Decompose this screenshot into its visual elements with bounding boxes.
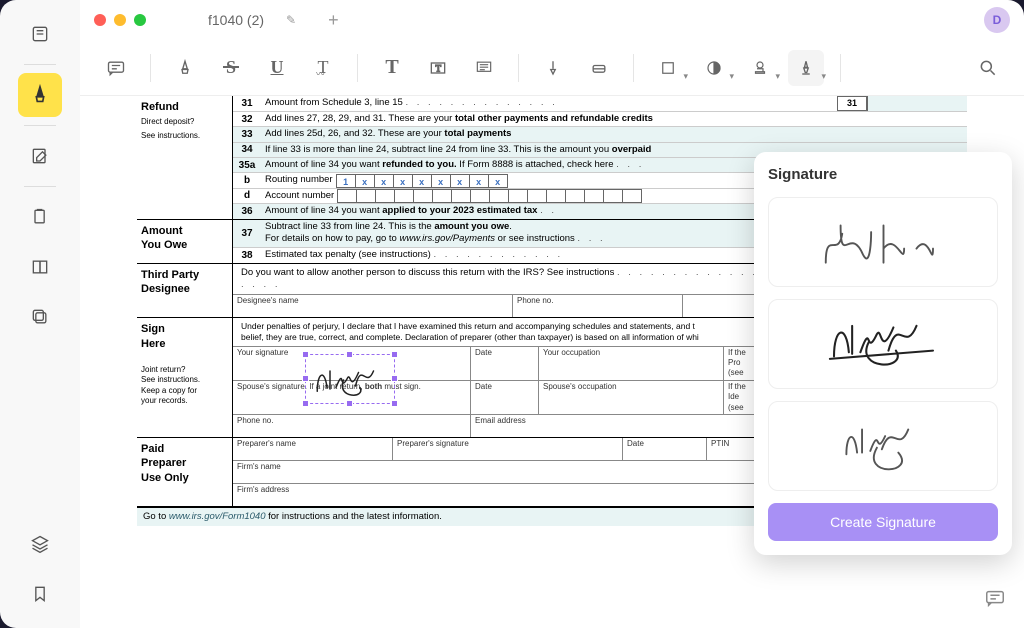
- shape-icon[interactable]: [650, 50, 686, 86]
- rename-tab-icon[interactable]: ✎: [286, 13, 296, 27]
- routing-number: 1xxxxxxxx: [337, 174, 508, 188]
- comment-icon[interactable]: [98, 50, 134, 86]
- create-signature-button[interactable]: Create Signature: [768, 503, 998, 541]
- opacity-icon[interactable]: [696, 50, 732, 86]
- strikethrough-icon[interactable]: S: [213, 50, 249, 86]
- eraser-icon[interactable]: [581, 50, 617, 86]
- signature-icon[interactable]: [788, 50, 824, 86]
- stack-tool[interactable]: [18, 295, 62, 339]
- highlighter-tool[interactable]: [18, 73, 62, 117]
- textbox-icon[interactable]: T: [420, 50, 456, 86]
- titlebar: f1040 (2) ✎ + D: [80, 0, 1024, 40]
- squiggly-icon[interactable]: T〰: [305, 50, 341, 86]
- underline-icon[interactable]: U: [259, 50, 295, 86]
- clipboard-tool[interactable]: [18, 195, 62, 239]
- placed-signature[interactable]: [305, 354, 395, 404]
- add-tab-button[interactable]: +: [318, 10, 349, 31]
- highlight-icon[interactable]: [167, 50, 203, 86]
- signature-option-3[interactable]: [768, 401, 998, 491]
- maximize-window[interactable]: [134, 14, 146, 26]
- text-icon[interactable]: T: [374, 50, 410, 86]
- comments-toggle-icon[interactable]: [984, 587, 1006, 614]
- callout-icon[interactable]: [466, 50, 502, 86]
- document-tab[interactable]: f1040 (2) ✎: [194, 12, 310, 28]
- signature-panel-title: Signature: [768, 166, 998, 183]
- thumbnail-tool[interactable]: [18, 12, 62, 56]
- tab-title: f1040 (2): [208, 12, 264, 28]
- layers-tool[interactable]: [18, 522, 62, 566]
- signature-option-1[interactable]: [768, 197, 998, 287]
- toolbar: S U T〰 T T: [80, 40, 1024, 96]
- signature-panel: Signature Create Signature: [754, 152, 1012, 555]
- minimize-window[interactable]: [114, 14, 126, 26]
- search-icon[interactable]: [970, 50, 1006, 86]
- pen-icon[interactable]: [535, 50, 571, 86]
- user-avatar[interactable]: D: [984, 7, 1010, 33]
- close-window[interactable]: [94, 14, 106, 26]
- svg-text:T: T: [436, 63, 442, 73]
- refund-sub1: Direct deposit?: [141, 117, 226, 127]
- compare-tool[interactable]: [18, 245, 62, 289]
- left-rail: [0, 0, 80, 628]
- stamp-icon[interactable]: [742, 50, 778, 86]
- refund-label: Refund: [141, 100, 226, 114]
- bookmark-tool[interactable]: [18, 572, 62, 616]
- signature-option-2[interactable]: [768, 299, 998, 389]
- note-edit-tool[interactable]: [18, 134, 62, 178]
- refund-sub2: See instructions.: [141, 131, 226, 141]
